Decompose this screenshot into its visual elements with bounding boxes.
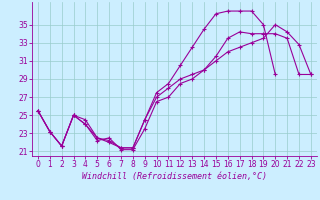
X-axis label: Windchill (Refroidissement éolien,°C): Windchill (Refroidissement éolien,°C)	[82, 172, 267, 181]
